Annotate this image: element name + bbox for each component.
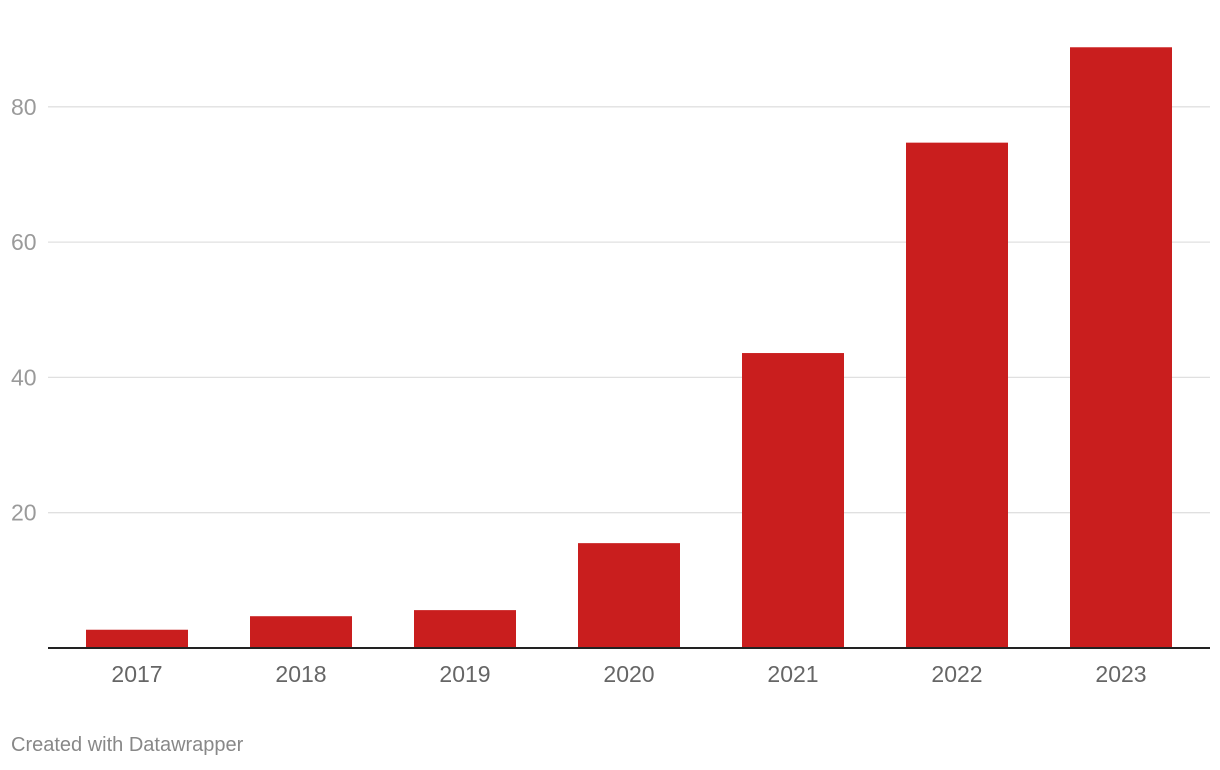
y-tick-label: 60 bbox=[11, 229, 37, 255]
bar-2021[interactable] bbox=[742, 353, 844, 648]
datawrapper-credit[interactable]: Created with Datawrapper bbox=[11, 734, 244, 756]
x-tick-label: 2017 bbox=[111, 661, 162, 687]
x-tick-label: 2020 bbox=[603, 661, 654, 687]
bar-2017[interactable] bbox=[86, 629, 188, 648]
x-tick-label: 2022 bbox=[931, 661, 982, 687]
bar-2018[interactable] bbox=[250, 616, 352, 648]
bars bbox=[86, 47, 1172, 649]
x-axis: 2017 2018 2019 2020 2021 2022 2023 bbox=[48, 647, 1210, 687]
y-tick-label: 80 bbox=[11, 94, 37, 120]
bar-2020[interactable] bbox=[578, 543, 680, 648]
y-tick-label: 20 bbox=[11, 500, 37, 526]
bar-2023[interactable] bbox=[1070, 47, 1172, 648]
x-tick-label: 2018 bbox=[275, 661, 326, 687]
x-tick-label: 2021 bbox=[767, 661, 818, 687]
bar-2019[interactable] bbox=[414, 610, 516, 648]
x-tick-label: 2019 bbox=[439, 661, 490, 687]
y-tick-label: 40 bbox=[11, 364, 37, 390]
x-tick-label: 2023 bbox=[1095, 661, 1146, 687]
y-axis: 20 40 60 80 bbox=[11, 94, 37, 526]
bar-2022[interactable] bbox=[906, 142, 1008, 649]
gridlines bbox=[48, 106, 1210, 514]
